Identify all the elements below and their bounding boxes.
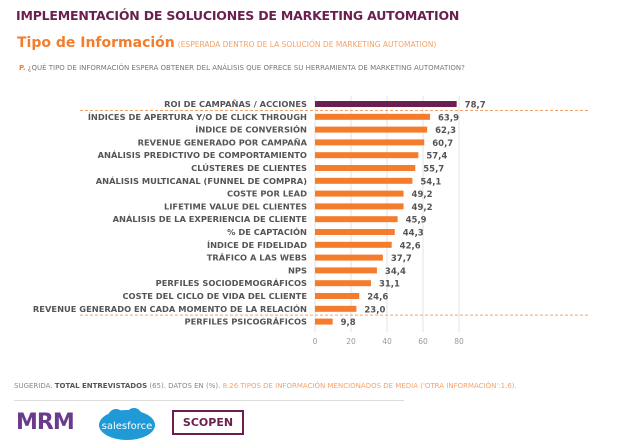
salesforce-logo: salesforce <box>99 408 155 440</box>
value-label: 60,7 <box>432 139 453 149</box>
footer-bold: TOTAL ENTREVISTADOS <box>54 382 148 390</box>
value-label: 78,7 <box>465 101 486 111</box>
question-text: ¿QUÉ TIPO DE INFORMACIÓN ESPERA OBTENER … <box>27 64 465 72</box>
category-label: LIFETIME VALUE DEL CLIENTES <box>164 201 307 211</box>
bar <box>315 113 431 120</box>
scopen-logo: SCOPEN <box>172 410 244 435</box>
page-title: IMPLEMENTACIÓN DE SOLUCIONES DE MARKETIN… <box>16 8 460 23</box>
bar <box>315 305 357 312</box>
x-tick-label: 0 <box>313 337 318 346</box>
bar <box>315 190 404 197</box>
value-label: 62,3 <box>435 126 456 136</box>
category-label: ANÁLISIS DE LA EXPERIENCIA DE CLIENTE <box>113 213 308 224</box>
question: P. ¿QUÉ TIPO DE INFORMACIÓN ESPERA OBTEN… <box>19 64 465 72</box>
bar <box>315 139 425 146</box>
bar <box>315 229 395 235</box>
category-label: NPS <box>288 265 307 275</box>
footer-orange: 8.26 TIPOS DE INFORMACIÓN MENCIONADOS DE… <box>222 382 517 390</box>
category-label: REVENUE GENERADO POR CAMPAÑA <box>138 137 308 147</box>
value-label: 37,7 <box>391 254 412 264</box>
category-label: REVENUE GENERADO EN CADA MOMENTO DE LA R… <box>33 303 307 314</box>
bar <box>315 152 419 159</box>
bar <box>315 101 457 107</box>
bar <box>315 165 416 171</box>
value-label: 45,9 <box>406 216 427 226</box>
bar <box>315 318 333 325</box>
category-label: COSTE DEL CICLO DE VIDA DEL CLIENTE <box>122 291 307 301</box>
subtitle-note: (ESPERADA DENTRO DE LA SOLUCIÓN DE MARKE… <box>177 40 437 49</box>
bar <box>315 280 371 287</box>
value-label: 63,9 <box>438 113 459 123</box>
divider <box>14 400 404 401</box>
category-label: ÍNDICES DE APERTURA Y/O DE CLICK THROUGH <box>88 111 307 122</box>
value-label: 44,3 <box>403 229 424 239</box>
category-label: PERFILES SOCIODEMOGRÁFICOS <box>156 277 307 288</box>
footer-prefix: SUGERIDA. <box>14 382 53 390</box>
x-tick-label: 80 <box>454 337 464 346</box>
category-label: PERFILES PSICOGRÁFICOS <box>185 316 308 327</box>
category-label: COSTE POR LEAD <box>227 189 307 199</box>
bar <box>315 267 377 274</box>
x-tick-label: 20 <box>346 337 356 346</box>
category-label: ANÁLISIS PREDICTIVO DE COMPORTAMIENTO <box>98 149 307 160</box>
footer-note: SUGERIDA. TOTAL ENTREVISTADOS (65). DATO… <box>14 382 517 390</box>
bar <box>315 177 413 184</box>
bar <box>315 216 398 223</box>
category-label: ÍNDICE DE FIDELIDAD <box>207 239 307 250</box>
bar <box>315 254 383 261</box>
category-label: CLÚSTERES DE CLIENTES <box>191 162 307 173</box>
subtitle: Tipo de Información <box>17 35 175 51</box>
value-label: 49,2 <box>412 203 433 213</box>
bar <box>315 241 392 248</box>
value-label: 49,2 <box>412 190 433 200</box>
value-label: 57,4 <box>426 152 447 162</box>
value-label: 24,6 <box>367 293 388 303</box>
x-tick-label: 60 <box>418 337 428 346</box>
question-prefix: P. <box>19 64 26 72</box>
bar <box>315 293 360 299</box>
category-label: % DE CAPTACIÓN <box>227 226 307 237</box>
footer-rest: (65). DATOS EN (%). <box>149 382 221 390</box>
bar-chart: 0 20 40 60 80 ROI DE CAMPAÑAS / ACCIONES 78,7 Í… <box>33 96 590 346</box>
category-label: TRÁFICO A LAS WEBS <box>207 252 307 263</box>
value-label: 54,1 <box>420 177 441 187</box>
bar <box>315 126 428 133</box>
value-label: 9,8 <box>341 318 356 328</box>
value-label: 55,7 <box>423 165 444 175</box>
value-label: 23,0 <box>364 305 385 315</box>
category-label: ROI DE CAMPAÑAS / ACCIONES <box>164 99 307 109</box>
value-label: 34,4 <box>385 267 406 277</box>
value-label: 31,1 <box>379 280 400 290</box>
bar <box>315 203 404 210</box>
salesforce-text: salesforce <box>102 421 153 432</box>
mrm-logo: MRM <box>16 410 75 435</box>
value-label: 42,6 <box>400 241 421 251</box>
category-label: ANÁLISIS MULTICANAL (FUNNEL DE COMPRA) <box>96 175 307 186</box>
x-tick-label: 40 <box>382 337 392 346</box>
section-title: Tipo de Información (ESPERADA DENTRO DE L… <box>17 35 436 51</box>
category-label: ÍNDICE DE CONVERSIÓN <box>195 124 307 135</box>
